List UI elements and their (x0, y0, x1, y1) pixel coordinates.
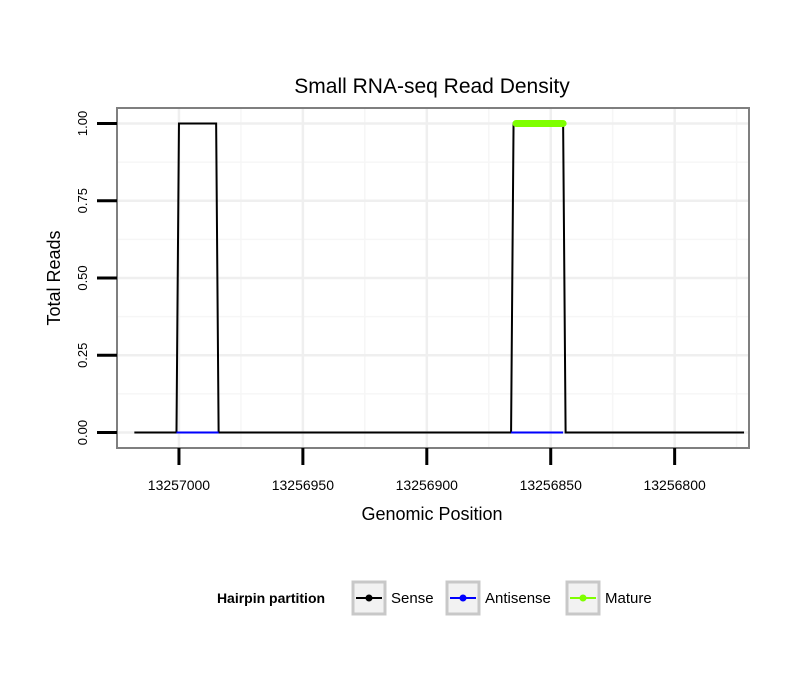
legend-title: Hairpin partition (217, 590, 325, 606)
x-tick-label: 13256800 (643, 477, 706, 493)
chart-title: Small RNA-seq Read Density (294, 75, 570, 98)
x-tick-label: 13256900 (396, 477, 459, 493)
legend-label-antisense: Antisense (485, 590, 551, 607)
legend-label-sense: Sense (391, 590, 434, 607)
legend-key-point-mature (579, 594, 587, 602)
y-tick-label: 0.50 (75, 265, 90, 290)
series-line-sense (134, 122, 745, 434)
y-tick-label: 0.00 (75, 420, 90, 445)
legend-label-mature: Mature (605, 590, 652, 607)
x-tick-label: 13257000 (148, 477, 211, 493)
y-axis: 0.00 0.25 0.50 0.75 1.00 (75, 111, 117, 445)
series-lines (134, 119, 745, 434)
legend-key-point-sense (365, 594, 373, 602)
y-tick-label: 0.25 (75, 343, 90, 368)
y-axis-label: Total Reads (44, 230, 64, 325)
x-axis: 13257000 13256950 13256900 13256850 13256800 (148, 448, 706, 493)
x-tick-label: 13256850 (520, 477, 583, 493)
legend: Hairpin partition Sense Antisense Mature (217, 580, 652, 616)
y-tick-label: 1.00 (75, 111, 90, 136)
x-tick-label: 13256950 (272, 477, 335, 493)
y-tick-label: 0.75 (75, 188, 90, 213)
legend-key-point-antisense (459, 594, 467, 602)
x-axis-label: Genomic Position (361, 504, 502, 524)
